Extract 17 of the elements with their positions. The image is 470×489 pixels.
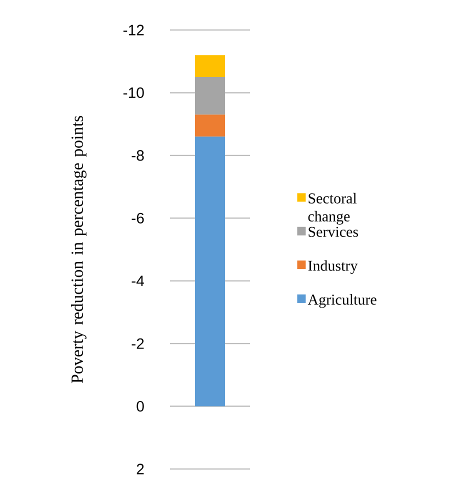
bar: [194, 55, 225, 78]
legend-label: Services: [308, 226, 358, 237]
legend-label: Industry: [308, 260, 358, 274]
y-tick-label: -10: [123, 87, 144, 98]
bar: [194, 77, 225, 115]
y-tick-label: 0: [136, 400, 144, 412]
y-tick-label: -8: [132, 150, 144, 161]
y-tick-label: -12: [123, 24, 144, 36]
legend-label: Sectoral change: [308, 192, 357, 225]
legend-label: Agriculture: [308, 294, 376, 308]
bar: [194, 136, 225, 406]
y-tick-label: -4: [132, 276, 144, 286]
y-axis-title: Poverty reduction in percentage points: [71, 116, 86, 384]
y-tick-label: -6: [132, 212, 144, 224]
y-tick-label: -2: [132, 338, 144, 349]
bar: [194, 114, 225, 137]
y-tick-label: 2: [136, 464, 144, 474]
